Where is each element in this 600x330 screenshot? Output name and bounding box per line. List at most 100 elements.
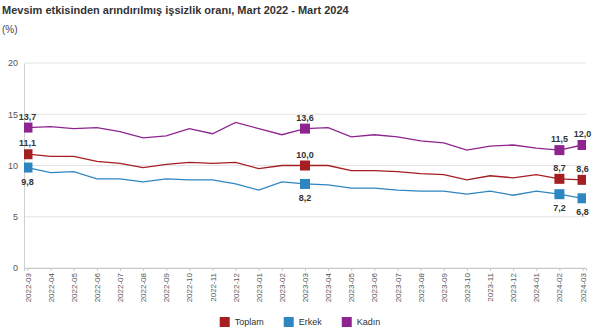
data-label: 9,8 (21, 177, 34, 187)
marker (300, 124, 310, 134)
x-tick: 2023-05 (347, 268, 356, 302)
y-tick: 0 (13, 263, 24, 273)
x-tick-mark (583, 268, 584, 271)
marker (554, 145, 564, 155)
legend-item: Toplam (220, 317, 264, 327)
x-tick-label: 2022-08 (139, 272, 148, 302)
x-tick-label: 2023-12 (509, 272, 518, 302)
x-tick: 2022-11 (209, 268, 218, 302)
y-tick-label: 20 (8, 58, 18, 68)
x-tick-mark (421, 268, 422, 271)
x-tick-label: 2024-01 (532, 272, 541, 302)
x-tick: 2024-01 (532, 268, 541, 302)
x-tick-label: 2022-11 (209, 272, 218, 301)
x-tick-mark (398, 268, 399, 271)
lines (24, 122, 586, 203)
x-axis: 2022-03 2022-04 2022-05 2022-06 2022-07 2022-… (24, 268, 588, 302)
grid (24, 63, 586, 268)
grid-line (24, 216, 586, 217)
x-tick-mark (51, 268, 52, 271)
legend-item: Erkek (284, 317, 323, 327)
legend-label: Erkek (299, 317, 323, 327)
data-label: 8,6 (576, 164, 589, 174)
x-tick-label: 2022-10 (185, 272, 194, 302)
x-tick-label: 2023-07 (394, 272, 403, 302)
x-tick: 2023-12 (509, 268, 518, 302)
x-tick-label: 2022-03 (24, 272, 33, 302)
x-tick: 2023-10 (463, 268, 472, 302)
x-tick-label: 2024-02 (555, 272, 564, 302)
marker (300, 161, 310, 171)
marker (24, 149, 32, 159)
marker (24, 163, 32, 173)
x-tick-label: 2023-06 (370, 272, 379, 302)
x-tick: 2023-04 (324, 268, 333, 302)
x-tick-label: 2023-01 (255, 272, 264, 302)
x-tick: 2023-09 (440, 268, 449, 302)
x-tick: 2022-07 (116, 268, 125, 302)
x-tick: 2023-02 (278, 268, 287, 302)
x-tick-label: 2023-10 (463, 272, 472, 302)
x-tick: 2022-05 (70, 268, 79, 302)
x-tick: 2023-08 (417, 268, 426, 302)
data-label: 7,2 (553, 203, 566, 213)
x-tick: 2023-03 (301, 268, 310, 302)
x-tick-label: 2022-04 (47, 272, 56, 302)
x-tick: 2022-04 (47, 268, 56, 302)
legend-swatch (220, 317, 230, 327)
x-tick-mark (120, 268, 121, 271)
x-tick-mark (444, 268, 445, 271)
x-tick-mark (189, 268, 190, 271)
x-tick-mark (27, 268, 28, 271)
x-tick: 2024-02 (555, 268, 564, 302)
data-label: 8,7 (553, 163, 566, 173)
y-axis: 05101520 (8, 58, 25, 273)
x-tick-label: 2024-03 (579, 272, 588, 302)
data-labels: 11,110,08,78,69,88,27,26,813,713,611,512… (19, 112, 592, 218)
legend-swatch (284, 317, 294, 327)
data-label: 12,0 (574, 129, 592, 139)
marker (24, 123, 32, 133)
x-tick: 2024-03 (579, 268, 588, 302)
x-tick-label: 2023-09 (440, 272, 449, 302)
x-tick-mark (536, 268, 537, 271)
x-tick-label: 2023-05 (347, 272, 356, 302)
x-tick-mark (74, 268, 75, 271)
y-tick: 10 (8, 161, 24, 171)
x-tick-mark (374, 268, 375, 271)
data-label: 11,1 (19, 138, 36, 148)
x-tick-label: 2023-08 (417, 272, 426, 302)
data-label: 13,6 (296, 113, 314, 123)
x-tick: 2022-06 (93, 268, 102, 302)
y-axis-label: (%) (2, 24, 18, 35)
marker (578, 175, 586, 185)
x-tick-label: 2022-06 (93, 272, 102, 302)
x-tick-mark (490, 268, 491, 271)
x-tick: 2022-12 (232, 268, 241, 302)
x-tick: 2023-11 (486, 268, 495, 302)
x-tick: 2022-10 (185, 268, 194, 302)
data-label: 10,0 (296, 150, 314, 160)
y-tick-label: 0 (13, 263, 18, 273)
chart: Mevsim etkisinden arındırılmış işsizlik … (0, 0, 600, 330)
marker (578, 140, 586, 150)
legend-swatch (342, 317, 352, 327)
x-tick-mark (212, 268, 213, 271)
y-tick-label: 10 (8, 161, 18, 171)
x-tick-mark (236, 268, 237, 271)
x-tick: 2022-09 (162, 268, 171, 302)
x-tick-mark (513, 268, 514, 271)
y-tick: 20 (8, 58, 24, 68)
x-tick-mark (282, 268, 283, 271)
x-tick-label: 2022-09 (162, 272, 171, 302)
x-tick-mark (559, 268, 560, 271)
x-tick-label: 2023-11 (486, 272, 495, 301)
y-tick-label: 15 (8, 110, 18, 120)
x-tick: 2023-06 (370, 268, 379, 302)
x-tick: 2022-03 (24, 268, 33, 302)
x-tick-label: 2022-12 (232, 272, 241, 302)
x-tick-mark (305, 268, 306, 271)
x-tick-label: 2023-03 (301, 272, 310, 302)
legend-label: Kadın (357, 317, 381, 327)
line (27, 122, 582, 150)
